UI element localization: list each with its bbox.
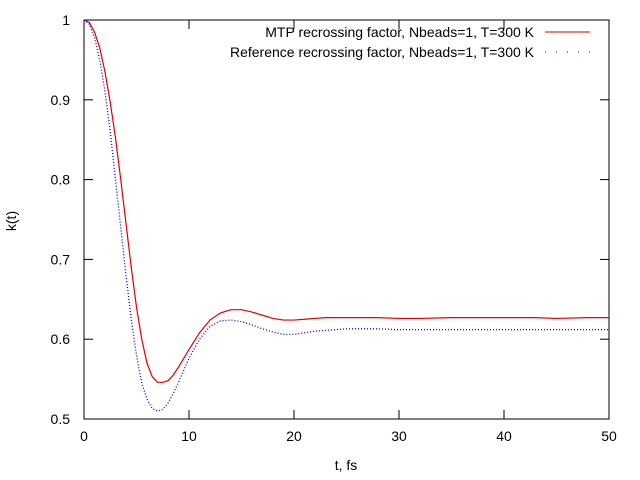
x-tick-label: 10: [181, 428, 197, 444]
y-axis-label: k(t): [3, 211, 19, 231]
series-line-mtp: [83, 19, 609, 383]
x-tick-label: 40: [496, 428, 512, 444]
legend: MTP recrossing factor, Nbeads=1, T=300 K…: [230, 24, 590, 60]
x-tick-label: 50: [601, 428, 617, 444]
legend-label-mtp: MTP recrossing factor, Nbeads=1, T=300 K: [265, 24, 534, 40]
y-tick-label: 0.9: [51, 92, 71, 108]
x-tick-label: 0: [80, 428, 88, 444]
x-tick-label: 20: [286, 428, 302, 444]
plot-frame: [83, 19, 610, 420]
ticks: [83, 19, 610, 420]
legend-label-reference: Reference recrossing factor, Nbeads=1, T…: [230, 44, 535, 60]
series-line-reference: [83, 19, 609, 412]
y-tick-label: 1: [62, 12, 70, 28]
x-axis-label: t, fs: [335, 457, 358, 473]
y-tick-label: 0.6: [51, 331, 71, 347]
y-tick-label: 0.8: [51, 172, 71, 188]
y-tick-label: 0.7: [51, 251, 71, 267]
tick-labels: 0 10 20 30 40 50 0.5 0.6 0.7 0.8 0.9 1: [51, 12, 617, 444]
x-tick-label: 30: [391, 428, 407, 444]
y-tick-label: 0.5: [51, 411, 71, 427]
series-layer: [83, 19, 609, 412]
